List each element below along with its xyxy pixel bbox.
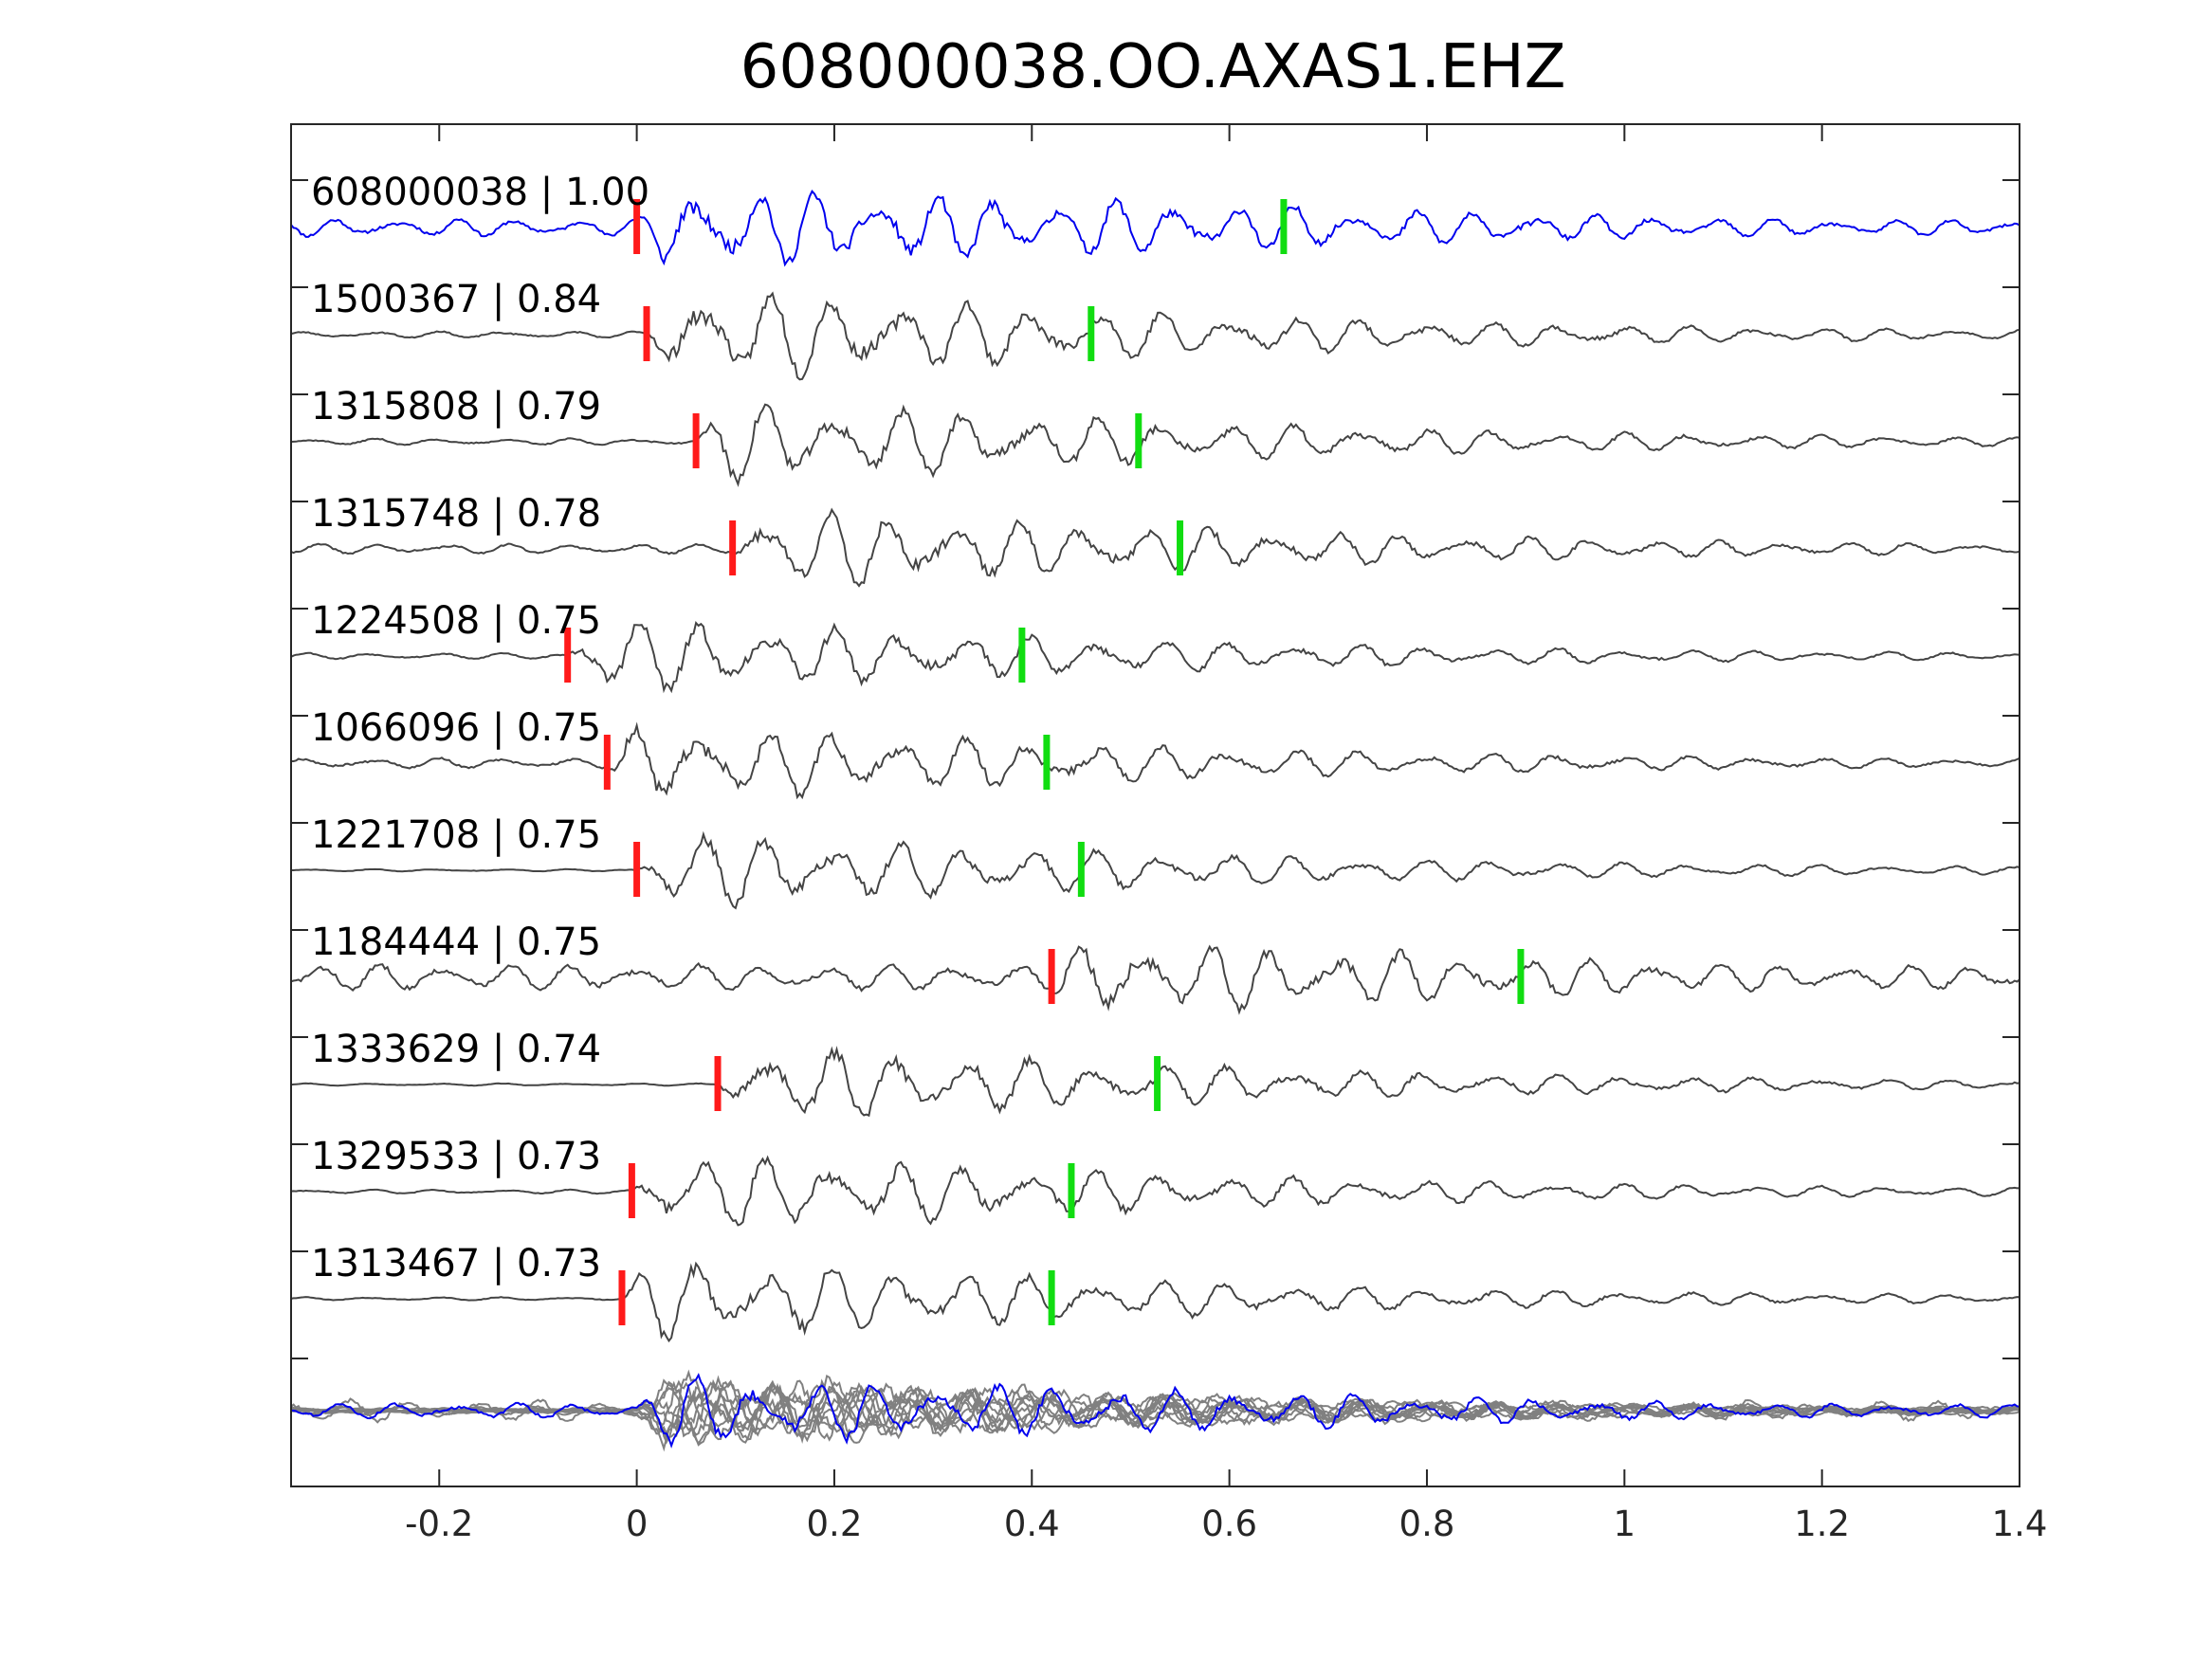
x-tick-label: 1.4	[1992, 1504, 2048, 1544]
trace-label: 1066096 | 0.75	[311, 706, 601, 750]
trace-line	[290, 190, 2020, 267]
trace-label: 1329533 | 0.73	[311, 1135, 601, 1178]
trace-line	[290, 507, 2020, 588]
trace-label: 1315808 | 0.79	[311, 385, 601, 428]
x-tick-label: 0	[626, 1504, 649, 1544]
trace-line	[290, 1155, 2020, 1227]
trace-label: 1315748 | 0.78	[311, 492, 601, 536]
x-tick-label: 0.6	[1201, 1504, 1257, 1544]
trace-line	[290, 291, 2020, 381]
x-tick-label: 0.2	[807, 1504, 863, 1544]
trace-label: 1224508 | 0.75	[311, 599, 601, 643]
trace-label: 608000038 | 1.00	[311, 171, 649, 214]
trace-label: 1184444 | 0.75	[311, 921, 601, 964]
chart-title: 608000038.OO.AXAS1.EHZ	[740, 32, 1566, 102]
trace-label-layer: 608000038 | 1.00 1500367 | 0.84 1315808 | …	[311, 171, 649, 1285]
x-tick-label: 0.8	[1399, 1504, 1455, 1544]
trace-line	[290, 1261, 2020, 1343]
trace-layer	[290, 190, 2020, 1452]
pick-layer	[564, 199, 1525, 1325]
trace-label: 1500367 | 0.84	[311, 278, 601, 321]
stack-trace-line	[290, 1373, 2020, 1449]
trace-label: 1221708 | 0.75	[311, 813, 601, 857]
x-tick-label: 0.4	[1004, 1504, 1060, 1544]
trace-label: 1313467 | 0.73	[311, 1242, 601, 1285]
x-tick-label: 1.2	[1794, 1504, 1850, 1544]
x-tick-label: 1	[1614, 1504, 1636, 1544]
trace-line	[290, 403, 2020, 487]
trace-line	[290, 620, 2020, 694]
trace-line	[290, 944, 2020, 1015]
x-tick-label: -0.2	[405, 1504, 473, 1544]
plot-frame	[290, 123, 2020, 1487]
trace-label: 1333629 | 0.74	[311, 1028, 601, 1071]
trace-line	[291, 721, 2020, 800]
x-axis: -0.2 0 0.2 0.4 0.6 0.8 1 1.2 1.4	[291, 124, 2047, 1544]
trace-line	[291, 830, 2020, 910]
